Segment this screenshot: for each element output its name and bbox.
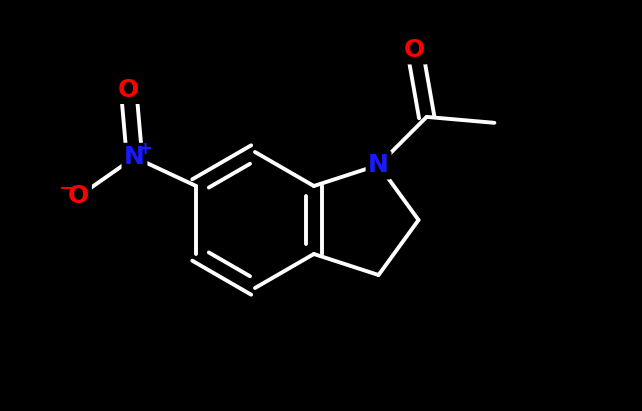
Text: O: O: [68, 184, 89, 208]
Text: −: −: [58, 179, 75, 198]
Text: O: O: [404, 38, 426, 62]
Text: N: N: [124, 145, 145, 169]
Text: N: N: [368, 153, 389, 177]
Text: +: +: [137, 140, 152, 158]
Text: O: O: [118, 78, 139, 102]
